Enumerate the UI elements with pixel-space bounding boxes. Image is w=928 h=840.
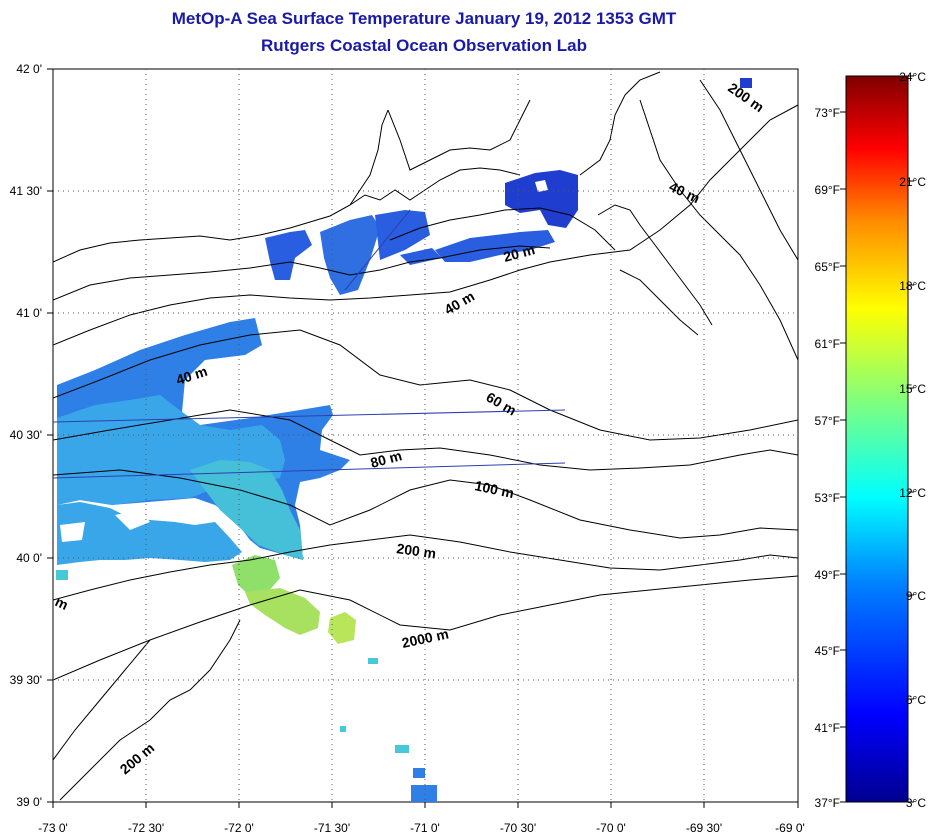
bathymetry-layer — [53, 104, 798, 801]
lon-labels: -73 0' -72 30' -72 0' -71 30' -71 0' -70… — [38, 821, 805, 835]
lat-label: 41 0' — [16, 306, 42, 320]
lon-label: -69 0' — [775, 821, 805, 835]
colorbar-celsius-labels: 24°C 21°C 18°C 15°C 12°C 9°C 6°C 3°C — [899, 70, 926, 810]
sst-patch — [328, 612, 356, 644]
fahrenheit-label: 57°F — [815, 414, 840, 428]
fahrenheit-label: 49°F — [815, 568, 840, 582]
fahrenheit-label: 61°F — [815, 337, 840, 351]
sst-patch — [413, 768, 425, 778]
sst-patch — [505, 170, 578, 228]
lon-label: -72 0' — [224, 821, 254, 835]
map-title: MetOp-A Sea Surface Temperature January … — [171, 9, 677, 28]
lon-label: -70 30' — [500, 821, 536, 835]
fahrenheit-label: 37°F — [815, 796, 840, 810]
fahrenheit-label: 41°F — [815, 721, 840, 735]
fahrenheit-label: 45°F — [815, 644, 840, 658]
sst-patch — [56, 570, 68, 580]
sst-patch — [265, 230, 312, 280]
celsius-label: 18°C — [899, 279, 926, 293]
lat-label: 39 30' — [10, 673, 42, 687]
depth-label: 80 m — [369, 447, 404, 471]
fahrenheit-label: 69°F — [815, 183, 840, 197]
gridlines — [53, 69, 798, 802]
fahrenheit-label: 53°F — [815, 491, 840, 505]
lat-label: 40 0' — [16, 551, 42, 565]
colorbar-fahrenheit-labels: 73°F 69°F 65°F 61°F 57°F 53°F 49°F 45°F … — [815, 106, 840, 810]
sst-patch — [115, 510, 150, 530]
sst-data-layer — [56, 78, 752, 802]
sst-patch — [400, 248, 442, 265]
sst-patch — [435, 230, 555, 262]
depth-label: 20 m — [502, 241, 537, 265]
celsius-label: 3°C — [906, 796, 926, 810]
map-subtitle: Rutgers Coastal Ocean Observation Lab — [261, 36, 587, 55]
sst-patch — [60, 522, 85, 542]
lon-label: -70 0' — [596, 821, 626, 835]
lat-label: 39 0' — [16, 795, 42, 809]
lat-label: 42 0' — [16, 62, 42, 76]
celsius-label: 9°C — [906, 589, 926, 603]
celsius-label: 24°C — [899, 70, 926, 84]
sst-patch — [340, 726, 346, 732]
celsius-label: 12°C — [899, 486, 926, 500]
sst-patch — [395, 745, 409, 753]
lon-label: -73 0' — [38, 821, 68, 835]
sst-patch — [740, 78, 752, 88]
lon-label: -71 0' — [410, 821, 440, 835]
colorbar-ticks — [840, 75, 914, 803]
lat-label: 41 30' — [10, 184, 42, 198]
sst-patch — [368, 658, 378, 664]
sst-patch — [411, 785, 437, 802]
lon-label: -71 30' — [314, 821, 350, 835]
fahrenheit-label: 73°F — [815, 106, 840, 120]
axis-ticks — [47, 68, 799, 808]
lon-label: -72 30' — [128, 821, 164, 835]
celsius-label: 21°C — [899, 175, 926, 189]
sst-patch — [320, 215, 380, 295]
celsius-label: 15°C — [899, 382, 926, 396]
coastline-layer — [53, 71, 798, 361]
colorbar — [845, 75, 909, 803]
lat-labels: 42 0' 41 30' 41 0' 40 30' 40 0' 39 30' 3… — [10, 62, 42, 809]
sst-patch — [232, 555, 280, 596]
fahrenheit-label: 65°F — [815, 260, 840, 274]
sst-patch — [245, 588, 320, 635]
depth-label: 200 m — [396, 540, 438, 561]
sst-patch — [190, 460, 303, 560]
lon-label: -69 30' — [686, 821, 722, 835]
sst-patch — [57, 502, 242, 565]
celsius-label: 6°C — [906, 693, 926, 707]
track-lines — [53, 209, 566, 479]
sst-patch — [535, 180, 548, 192]
lat-label: 40 30' — [10, 428, 42, 442]
